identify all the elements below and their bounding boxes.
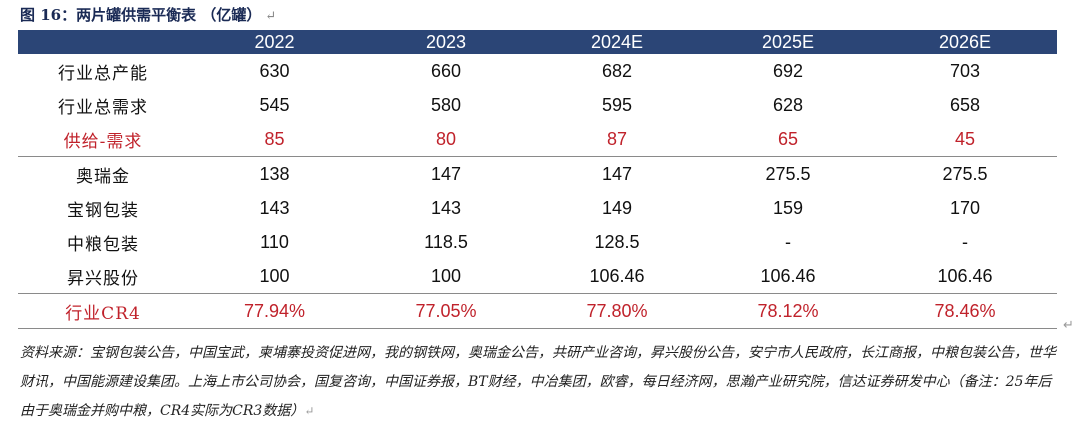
table-cell: 147 [531,156,703,191]
table-cell: 692 [772,60,804,81]
table-cell: 77.05% [361,293,531,329]
header-cell: 2022 [188,30,361,54]
header-cell [18,30,188,54]
table-row: 行业总需求 545 580 595 628 658 [18,88,1057,122]
table-cell: - [962,231,968,252]
header-cell: 2026E [873,30,1057,54]
header-cell: 2025E [703,30,873,54]
table-cell: - [785,231,791,252]
table-row: 奥瑞金 138 147 147 275.5 275.5 [18,156,1057,191]
table-cell: 138 [188,156,361,191]
table-cell: 77.80% [531,293,703,329]
table-cell: 77.94% [188,293,361,329]
table-cell: 106.46 [589,265,645,286]
table-header-row: 2022 2023 2024E 2025E 2026E [18,30,1057,54]
table-cell: 159 [772,197,804,218]
supply-demand-table: 2022 2023 2024E 2025E 2026E 行业总产能 630 66… [18,30,1057,329]
table-cell: 87 [606,128,628,149]
table-cell: 660 [430,60,462,81]
table-cell: 147 [361,156,531,191]
row-label: 中粮包装 [67,234,139,255]
row-label: 供给-需求 [63,131,143,152]
table-cell: 682 [601,60,633,81]
table-cell: 170 [949,197,981,218]
table-cell: 80 [435,128,457,149]
table-cell: 100 [430,265,462,286]
return-mark-icon: ↵ [265,9,277,24]
table-row: 昇兴股份 100 100 106.46 106.46 106.46 [18,259,1057,294]
table-cell: 149 [601,197,633,218]
table-cell: 143 [430,197,462,218]
table-row: 行业CR4 77.94% 77.05% 77.80% 78.12% 78.46% [18,293,1057,329]
table-cell: 85 [264,128,285,149]
table-row: 供给-需求 85 80 87 65 45 [18,122,1057,157]
table-cell: 143 [259,197,290,218]
row-label: 行业CR4 [18,293,188,329]
return-mark-icon: ↵ [304,404,315,418]
table-cell: 45 [954,128,976,149]
table-cell: 128.5 [594,231,640,252]
table-cell: 110 [260,231,289,252]
table-cell: 658 [949,94,981,115]
caption-text: 图 16：两片罐供需平衡表 （亿罐） [20,6,262,24]
header-cell: 2024E [531,30,703,54]
header-cell: 2023 [361,30,531,54]
table-cell: 630 [259,60,290,81]
row-label: 行业总需求 [58,97,148,118]
row-label: 宝钢包装 [67,200,139,221]
table-cell: 275.5 [873,156,1057,191]
table-cell: 545 [259,94,290,115]
table-cell: 65 [777,128,799,149]
table-cell: 106.46 [937,265,993,286]
table-cell: 275.5 [703,156,873,191]
source-note: 资料来源：宝钢包装公告，中国宝武，柬埔寨投资促进网，我的钢铁网，奥瑞金公告，共研… [20,339,1060,426]
table-cell: 78.46% [873,293,1057,329]
table-row: 行业总产能 630 660 682 692 703 [18,54,1057,88]
table-caption: 图 16：两片罐供需平衡表 （亿罐） ↵ [20,3,276,27]
table-cell: 106.46 [760,265,816,286]
table-cell: 595 [601,94,633,115]
table-row: 中粮包装 110 118.5 128.5 - - [18,225,1057,259]
table-cell: 580 [430,94,462,115]
row-label: 奥瑞金 [18,156,188,191]
return-mark-icon: ↵ [1063,318,1074,333]
table-cell: 100 [259,265,290,286]
table-cell: 703 [949,60,981,81]
row-label: 昇兴股份 [67,268,139,289]
source-text: 资料来源：宝钢包装公告，中国宝武，柬埔寨投资促进网，我的钢铁网，奥瑞金公告，共研… [20,345,1056,419]
table-cell: 78.12% [703,293,873,329]
table-cell: 628 [772,94,804,115]
row-label: 行业总产能 [58,63,148,84]
table-row: 宝钢包装 143 143 149 159 170 [18,191,1057,225]
table-cell: 118.5 [424,231,468,252]
